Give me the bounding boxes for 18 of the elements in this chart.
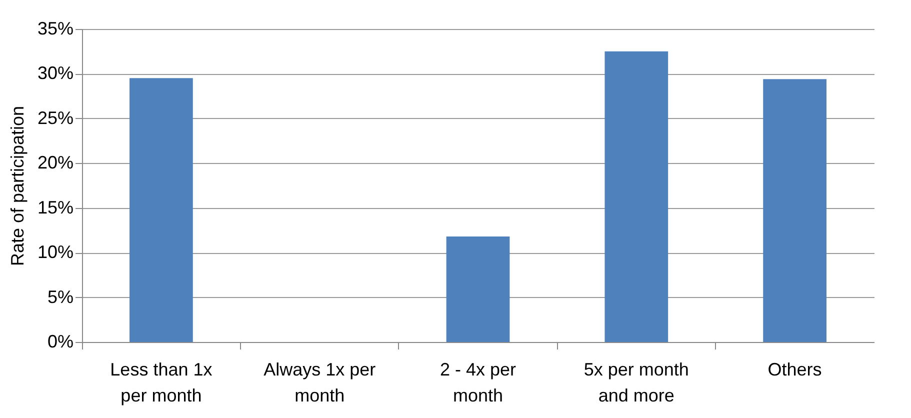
y-tick-label: 10% (37, 242, 74, 262)
y-tick-label: 35% (37, 18, 74, 38)
y-tick-label: 30% (37, 63, 74, 84)
x-tick-label: Less than 1x per month (110, 360, 212, 406)
bar (130, 78, 193, 342)
y-axis-title: Rate of participation (7, 106, 28, 266)
bar (763, 79, 826, 342)
x-tick-label: Others (768, 360, 822, 380)
y-tick-label: 5% (47, 286, 74, 307)
y-tick-label: 20% (37, 152, 74, 173)
x-tick-label: Always 1x per month (264, 360, 376, 406)
y-tick-label: 0% (47, 332, 74, 352)
x-tick-label: 5x per month and more (584, 360, 689, 406)
y-tick-label: 15% (37, 197, 74, 218)
y-tick-label: 25% (37, 108, 74, 128)
bar (604, 51, 668, 342)
bar (446, 236, 510, 342)
x-tick-label: 2 - 4x per month (440, 360, 516, 406)
